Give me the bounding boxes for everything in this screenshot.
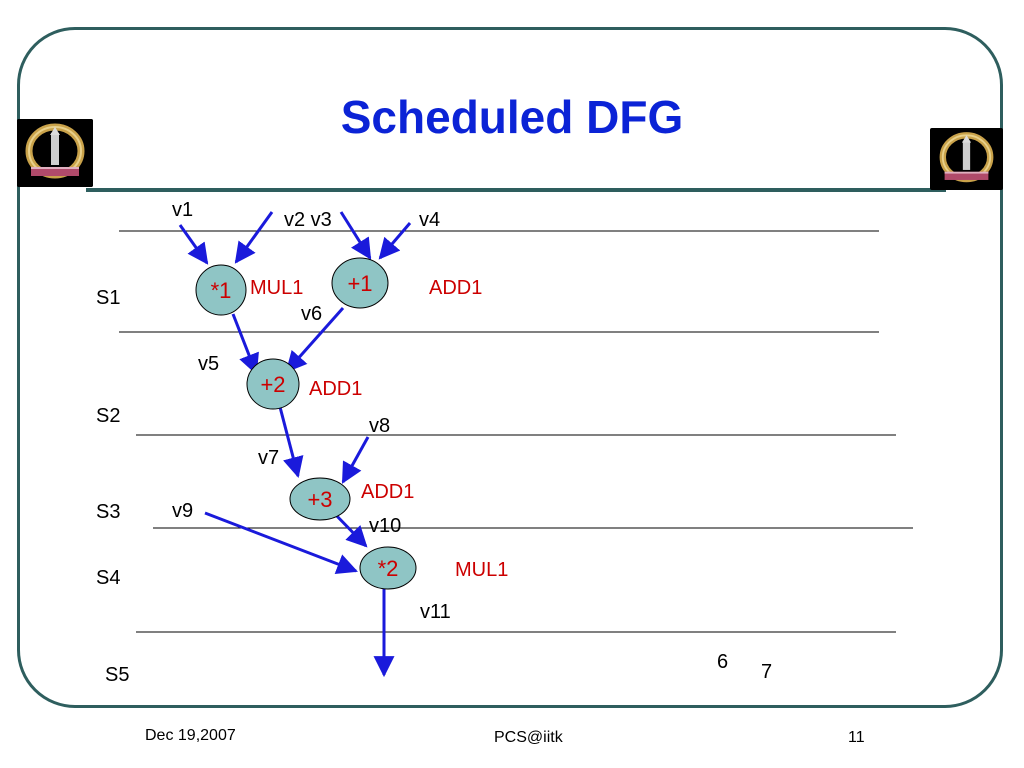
edge-v9: [204, 511, 358, 575]
edge-v4: [378, 222, 412, 260]
edge-label: v7: [258, 447, 279, 469]
node-mul-2: *2: [359, 546, 417, 590]
edge-label: v10: [369, 515, 401, 537]
node-add-1: +1: [331, 257, 389, 309]
edge-label: v11: [420, 601, 451, 623]
resource-label: MUL1: [250, 277, 303, 299]
institute-emblem-icon: [17, 119, 93, 187]
step-label: S1: [96, 287, 120, 309]
node-add-3: +3: [289, 477, 351, 521]
institute-emblem-icon: [930, 128, 1003, 190]
resource-label: ADD1: [309, 378, 362, 400]
step-label: S3: [96, 501, 120, 523]
edge-label: v6: [301, 303, 322, 325]
edge-label: v5: [198, 353, 219, 375]
edge-v7: [278, 406, 304, 479]
note-number: 7: [761, 661, 772, 683]
slide-frame: [17, 27, 1003, 708]
edge-label: v1: [172, 199, 193, 221]
edge-v1: [178, 224, 209, 265]
footer-page-number: 11: [848, 729, 865, 746]
slide-title: Scheduled DFG: [340, 91, 684, 143]
resource-label: ADD1: [429, 277, 482, 299]
node-op-label: +2: [260, 372, 285, 397]
footer-center-text: PCS@iitk: [494, 729, 563, 746]
node-add-2: +2: [246, 358, 300, 410]
note-number: 6: [717, 651, 728, 673]
edge-label: v2 v3: [284, 209, 332, 231]
edge-v5: [231, 313, 259, 375]
step-label: S4: [96, 567, 120, 589]
edge-label: v9: [172, 500, 193, 522]
edge-v10: [331, 510, 368, 548]
node-op-label: +1: [347, 271, 372, 296]
node-mul-1: *1: [195, 264, 247, 316]
edge-label: v4: [419, 209, 440, 231]
footer-date: Dec 19,2007: [145, 727, 236, 744]
resource-label: ADD1: [361, 481, 414, 503]
edge-v2: [234, 211, 274, 264]
node-op-label: *1: [211, 278, 232, 303]
edge-v6: [285, 307, 345, 373]
node-op-label: *2: [378, 556, 399, 581]
edge-v3: [339, 211, 372, 260]
resource-label: MUL1: [455, 559, 508, 581]
step-label: S2: [96, 405, 120, 427]
edge-v8: [341, 436, 370, 484]
title-divider: [86, 188, 946, 192]
node-op-label: +3: [307, 487, 332, 512]
edge-label: v8: [369, 415, 390, 437]
step-label: S5: [105, 664, 129, 686]
